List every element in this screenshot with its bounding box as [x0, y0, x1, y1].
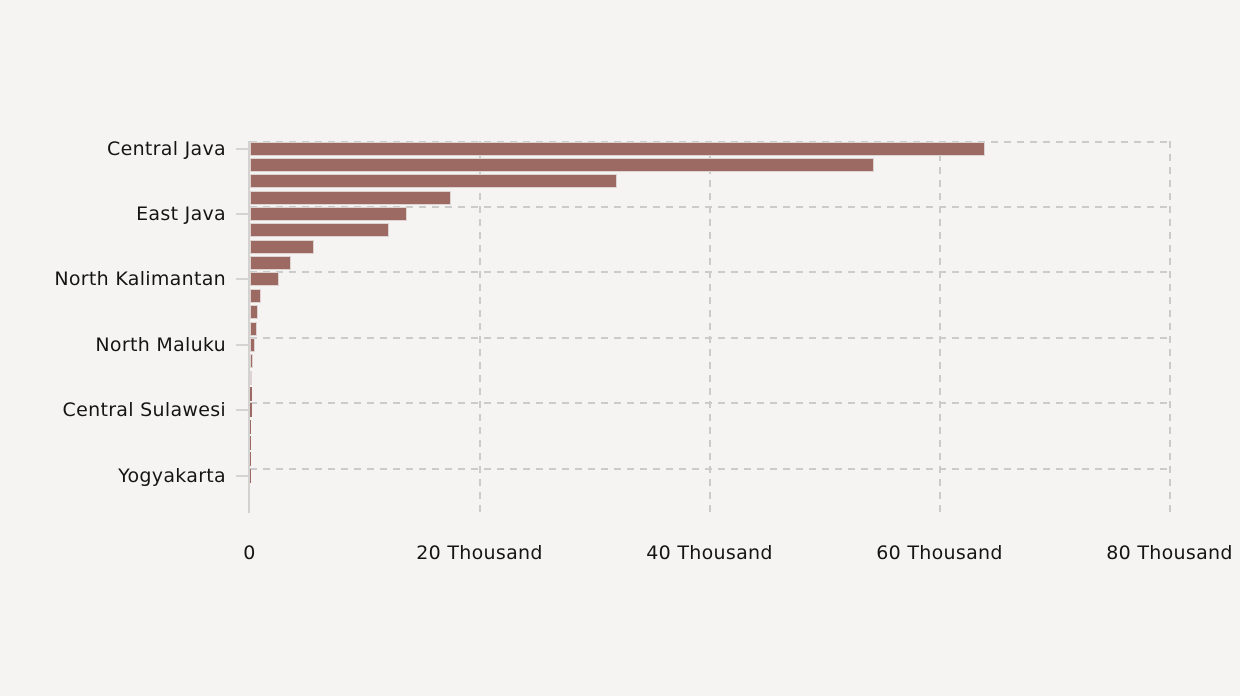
bar: [250, 272, 279, 287]
bar: [250, 239, 315, 254]
x-tick-label: 80 Thousand: [1106, 542, 1233, 564]
y-tick-mark: [236, 474, 248, 477]
bar: [250, 206, 407, 221]
y-tick-mark: [236, 343, 248, 346]
bar: [250, 174, 617, 189]
y-tick-mark: [236, 212, 248, 215]
bar: [250, 370, 253, 385]
y-tick-mark: [236, 147, 248, 150]
bar: [250, 288, 261, 303]
v-gridline: [1168, 141, 1171, 513]
y-tick-label: Yogyakarta: [118, 464, 226, 487]
bar: [250, 354, 253, 369]
v-gridline: [708, 141, 711, 513]
bar: [250, 141, 985, 156]
h-gridline: [250, 271, 1171, 274]
h-gridline: [250, 467, 1171, 470]
bar: [250, 403, 252, 418]
bar: [250, 337, 256, 352]
x-tick-label: 0: [243, 542, 256, 564]
x-tick-label: 20 Thousand: [416, 542, 543, 564]
x-tick-label: 40 Thousand: [646, 542, 773, 564]
bar: [250, 305, 259, 320]
y-tick-label: North Kalimantan: [54, 268, 226, 291]
y-tick-label: Central Java: [107, 137, 226, 160]
h-gridline: [250, 336, 1171, 339]
bar: [250, 157, 875, 172]
y-tick-mark: [236, 409, 248, 412]
bar: [250, 256, 291, 270]
h-gridline: [250, 205, 1171, 208]
y-tick-label: North Maluku: [95, 333, 226, 356]
bar: [250, 223, 389, 238]
bar: [250, 386, 252, 401]
y-tick-label: Central Sulawesi: [62, 399, 226, 422]
v-gridline: [938, 141, 941, 513]
h-gridline: [250, 402, 1171, 405]
v-gridline: [478, 141, 481, 513]
y-tick-mark: [236, 278, 248, 281]
y-tick-label: East Java: [136, 202, 226, 225]
bar: [250, 190, 452, 205]
y-axis-line: [248, 141, 250, 513]
x-tick-label: 60 Thousand: [876, 542, 1003, 564]
bar: [250, 419, 251, 434]
bar: [250, 321, 258, 336]
